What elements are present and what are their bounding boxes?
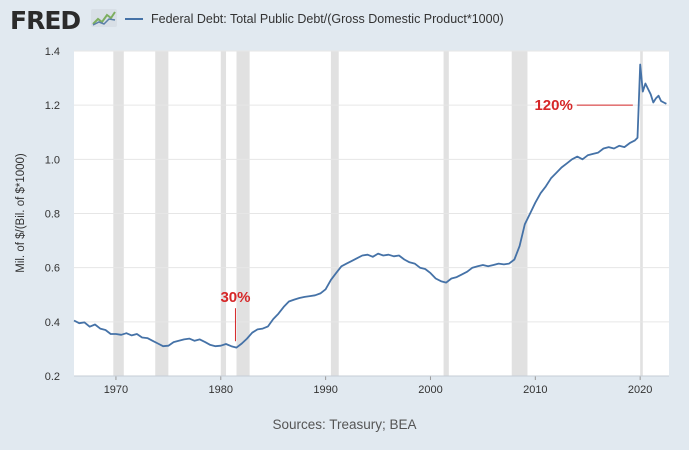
source-note: Sources: Treasury; BEA <box>272 417 417 432</box>
x-tick-label: 2020 <box>628 384 652 396</box>
annotation-label: 30% <box>220 289 250 306</box>
y-axis-ticks: 0.2 0.4 0.6 0.8 1.0 1.2 1.4 <box>45 46 60 383</box>
x-axis-ticks: 1970 1980 1990 2000 2010 2020 <box>104 376 652 396</box>
x-tick-label: 2010 <box>523 384 547 396</box>
legend-label: Federal Debt: Total Public Debt/(Gross D… <box>151 12 504 26</box>
y-tick-label: 0.4 <box>45 317 60 329</box>
y-axis-label: Mil. of $/(Bil. of $*1000) <box>15 153 27 273</box>
x-tick-label: 1980 <box>209 384 233 396</box>
x-tick-label: 1970 <box>104 384 128 396</box>
y-tick-label: 1.4 <box>45 46 60 58</box>
legend[interactable]: Federal Debt: Total Public Debt/(Gross D… <box>125 12 504 26</box>
annotation-label: 120% <box>534 97 572 114</box>
chart: 0.2 0.4 0.6 0.8 1.0 1.2 1.4 1970 1980 1990 2000 20… <box>15 46 669 396</box>
y-tick-label: 1.0 <box>45 154 60 166</box>
chart-area: 0.2 0.4 0.6 0.8 1.0 1.2 1.4 1970 1980 1990 2000 20… <box>0 38 689 415</box>
fred-logo[interactable]: FRED <box>10 6 81 35</box>
y-tick-label: 0.6 <box>45 263 60 275</box>
fred-graph-icon-line-a <box>92 11 116 25</box>
y-tick-label: 1.2 <box>45 100 60 112</box>
y-tick-label: 0.2 <box>45 371 60 383</box>
x-tick-label: 1990 <box>313 384 337 396</box>
y-tick-label: 0.8 <box>45 209 60 221</box>
annotations: 30% 120% <box>220 97 633 342</box>
fred-graph-icon <box>91 9 117 27</box>
fred-graph-icon-line-b <box>92 18 116 26</box>
x-tick-label: 2000 <box>418 384 442 396</box>
series-line[interactable] <box>73 63 667 349</box>
legend-swatch <box>125 18 143 20</box>
chart-header: FRED Federal Debt: Total Public Debt/(Gr… <box>0 0 689 38</box>
